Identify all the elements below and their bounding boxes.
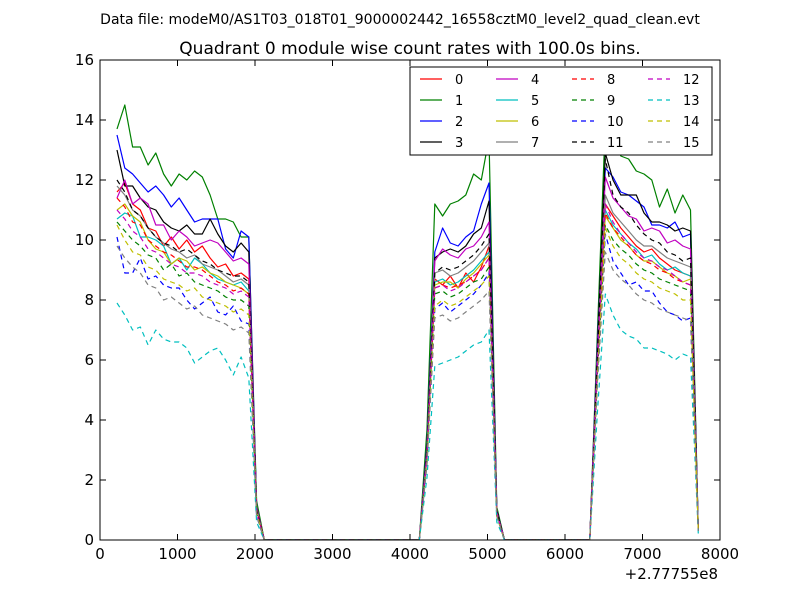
legend-label: 4 (531, 73, 539, 88)
series-line-4 (116, 176, 699, 540)
legend-label: 13 (683, 94, 700, 109)
plot-frame (99, 59, 721, 541)
x-tick-label: 0 (95, 545, 105, 563)
legend-label: 15 (683, 136, 700, 151)
legend-label: 12 (683, 73, 700, 88)
y-tick-label: 0 (84, 531, 94, 549)
x-tick-label: 8000 (701, 545, 739, 563)
series-line-7 (116, 185, 699, 540)
legend-box (409, 66, 713, 156)
legend-label: 8 (607, 73, 615, 88)
y-tick-label: 16 (75, 51, 94, 69)
series-line-15 (116, 245, 699, 540)
x-offset-label: +2.77755e8 (625, 565, 718, 583)
legend-label: 9 (607, 94, 615, 109)
series-line-0 (116, 182, 699, 540)
series-line-3 (116, 149, 699, 540)
x-tick-label: 1000 (158, 545, 196, 563)
series-line-2 (116, 134, 699, 540)
series-line-6 (116, 203, 699, 540)
series-line-10 (116, 233, 699, 540)
legend-label: 11 (607, 136, 624, 151)
legend-label: 14 (683, 115, 700, 130)
legend-label: 6 (531, 115, 539, 130)
legend-label: 2 (455, 115, 463, 130)
series-line-9 (116, 221, 699, 540)
legend-label: 5 (531, 94, 539, 109)
x-tick-label: 7000 (623, 545, 661, 563)
x-tick-label: 6000 (546, 545, 584, 563)
series-layer (116, 104, 699, 540)
legend-label: 1 (455, 94, 463, 109)
series-line-11 (116, 158, 699, 540)
y-tick-label: 14 (75, 111, 94, 129)
y-tick-label: 12 (75, 171, 94, 189)
series-line-13 (116, 293, 699, 540)
y-tick-label: 8 (84, 291, 94, 309)
x-tick-label: 5000 (468, 545, 506, 563)
x-tick-label: 2000 (236, 545, 274, 563)
y-tick-label: 10 (75, 231, 94, 249)
x-tick-label: 4000 (391, 545, 429, 563)
figure-suptitle: Data file: modeM0/AS1T03_018T01_90000024… (100, 12, 700, 28)
y-tick-label: 6 (84, 351, 94, 369)
y-tick-label: 4 (84, 411, 94, 429)
x-tick-label: 3000 (313, 545, 351, 563)
legend-label: 0 (455, 73, 463, 88)
legend-label: 7 (531, 136, 539, 151)
y-tick-label: 2 (84, 471, 94, 489)
axes-layer: 0 1000 2000 3000 4000 5000 6000 7000 80000246810… (75, 51, 739, 563)
legend-label: 3 (455, 136, 463, 151)
legend-label: 10 (607, 115, 624, 130)
series-line-12 (116, 203, 699, 540)
chart-title: Quadrant 0 module wise count rates with … (179, 39, 640, 59)
series-line-1 (116, 104, 699, 540)
